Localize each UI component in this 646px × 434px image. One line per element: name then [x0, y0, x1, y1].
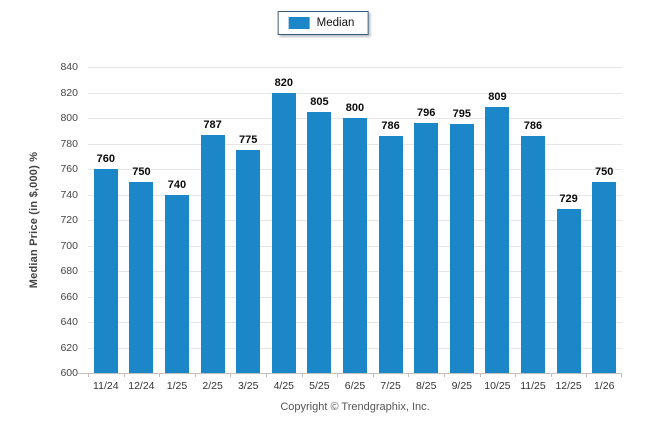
value-label-1/25: 740	[167, 178, 187, 191]
x-tick-label-5/25: 5/25	[309, 380, 330, 392]
bar-1/26[interactable]	[592, 181, 617, 373]
bar-4/25[interactable]	[271, 92, 296, 373]
bar-1/25[interactable]	[164, 194, 189, 373]
value-label-9/25: 795	[452, 108, 471, 121]
category-slot-7/25: 786 7/25	[373, 67, 409, 392]
category-slot-12/24: 750 12/24	[124, 67, 160, 392]
bar-2/25[interactable]	[200, 134, 225, 373]
value-label-12/24: 750	[132, 165, 151, 178]
x-tick-label-1/26: 1/26	[593, 380, 615, 392]
y-tick-label-680: 680	[60, 265, 78, 277]
bar-11/24[interactable]	[93, 169, 118, 373]
x-tick-label-12/25: 12/25	[555, 380, 582, 392]
bar-11/25[interactable]	[520, 135, 545, 373]
category-slot-12/25: 729 12/25	[551, 67, 587, 392]
copyright-text: Copyright © Trendgraphix, Inc.	[280, 401, 430, 413]
legend-label-median[interactable]: Median	[316, 17, 355, 29]
x-tick-label-2/25: 2/25	[202, 380, 223, 392]
category-slot-10/25: 809 10/25	[480, 67, 516, 392]
value-label-10/25: 809	[488, 90, 507, 103]
x-axis-tick	[301, 373, 303, 377]
y-tick-label-780: 780	[60, 137, 78, 150]
x-tick-label-12/24: 12/24	[128, 380, 155, 392]
value-label-4/25: 820	[274, 76, 293, 89]
gridline-820	[88, 92, 622, 94]
x-axis-tick	[621, 373, 622, 377]
x-tick-label-1/25: 1/25	[166, 380, 188, 392]
x-axis-line	[78, 373, 622, 374]
gridline-840	[88, 67, 622, 68]
x-tick-label-10/25: 10/25	[484, 380, 511, 392]
x-tick-label-11/24: 11/24	[93, 380, 119, 392]
y-axis-tick-labels: 600 620 640 660 680 700 720 740 760 780 800 820 840	[0, 61, 78, 379]
bar-10/25[interactable]	[485, 106, 510, 373]
category-slot-3/25: 775 3/25	[230, 67, 266, 392]
value-label-8/25: 796	[417, 107, 436, 120]
value-label-12/25: 729	[559, 192, 578, 205]
y-tick-label-640: 640	[60, 316, 78, 328]
x-tick-label-7/25: 7/25	[380, 380, 401, 392]
category-slot-1/25: 740 1/25	[159, 67, 195, 392]
category-slot-8/25: 796 8/25	[408, 67, 444, 392]
x-axis-tick	[194, 373, 196, 377]
y-tick-label-720: 720	[60, 214, 78, 226]
category-slot-5/25: 805 5/25	[302, 67, 338, 392]
bar-3/25[interactable]	[236, 149, 261, 373]
y-tick-label-660: 660	[60, 290, 78, 303]
y-tick-label-840: 840	[60, 61, 78, 73]
x-tick-label-9/25: 9/25	[451, 380, 473, 392]
legend-swatch-median[interactable]	[288, 17, 310, 29]
x-axis-tick	[515, 373, 517, 377]
x-tick-label-3/25: 3/25	[237, 380, 259, 392]
value-label-11/25: 786	[523, 119, 543, 132]
category-slot-9/25: 795 9/25	[444, 67, 480, 392]
x-axis-tick	[123, 373, 125, 377]
y-tick-label-800: 800	[60, 112, 78, 124]
x-tick-label-8/25: 8/25	[415, 380, 437, 392]
y-tick-label-820: 820	[60, 86, 78, 99]
x-axis-tick	[159, 373, 161, 377]
x-axis-tick	[88, 373, 89, 377]
plot-area: 760 11/24 750 12/24 740 1/25 787 2/25 775 3/25 820…	[78, 67, 622, 392]
bar-6/25[interactable]	[342, 118, 367, 373]
value-label-3/25: 775	[239, 133, 258, 146]
y-tick-label-620: 620	[60, 341, 78, 354]
x-tick-label-11/25: 11/25	[520, 380, 546, 392]
category-slot-11/25: 786 11/25	[515, 67, 551, 392]
category-slot-11/24: 760 11/24	[88, 67, 124, 392]
bar-9/25[interactable]	[449, 124, 474, 373]
y-tick-label-600: 600	[60, 367, 78, 379]
value-label-2/25: 787	[203, 118, 222, 131]
bar-7/25[interactable]	[378, 135, 403, 373]
value-label-7/25: 786	[381, 119, 400, 132]
category-slot-4/25: 820 4/25	[266, 67, 302, 392]
x-axis-tick	[337, 373, 339, 377]
category-slot-2/25: 787 2/25	[195, 67, 231, 392]
y-tick-label-700: 700	[60, 239, 78, 252]
x-axis-tick	[265, 373, 267, 377]
bar-12/24[interactable]	[129, 181, 154, 373]
bar-12/25[interactable]	[556, 208, 581, 373]
x-axis-tick	[479, 373, 481, 377]
value-label-11/24: 760	[96, 153, 115, 165]
value-label-5/25: 805	[310, 95, 329, 108]
category-slot-1/26: 750 1/26	[586, 67, 622, 392]
y-tick-label-740: 740	[60, 188, 78, 201]
x-tick-label-6/25: 6/25	[344, 380, 366, 392]
x-axis-tick	[550, 373, 552, 377]
x-axis-tick	[443, 373, 445, 377]
legend: Median	[277, 11, 369, 35]
value-label-1/26: 750	[595, 165, 614, 178]
x-axis-tick	[408, 373, 410, 377]
bar-5/25[interactable]	[307, 111, 332, 373]
x-axis-tick	[586, 373, 588, 377]
bar-8/25[interactable]	[414, 123, 439, 373]
x-tick-label-4/25: 4/25	[273, 380, 295, 392]
x-axis-tick	[230, 373, 232, 377]
category-slot-6/25: 800 6/25	[337, 67, 373, 392]
x-axis-tick	[372, 373, 374, 377]
value-label-6/25: 800	[345, 102, 365, 114]
y-tick-label-760: 760	[60, 163, 78, 175]
